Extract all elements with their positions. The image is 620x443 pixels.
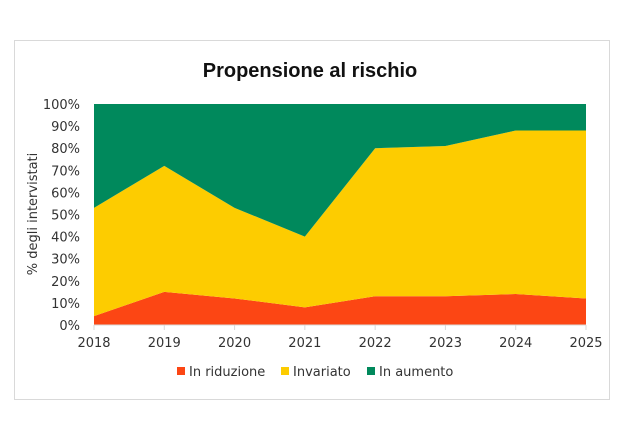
y-tick-label: 30% (51, 253, 80, 268)
x-tick-label: 2020 (218, 336, 251, 351)
legend-label: In riduzione (189, 365, 265, 380)
x-tick-label: 2024 (499, 336, 532, 351)
chart-frame (14, 40, 610, 400)
axes: 0% 10% 20% 30% 40% 50% 60% 70% 80% 90% 100% 2018 201… (26, 98, 603, 351)
plot-area (94, 104, 586, 325)
y-tick-label: 20% (51, 275, 80, 290)
x-tick-label: 2019 (148, 336, 181, 351)
legend-swatch (281, 367, 289, 375)
y-tick-label: 60% (51, 186, 80, 201)
area-in-riduzione (94, 291, 586, 325)
y-tick-label: 70% (51, 164, 80, 179)
legend-swatch (367, 367, 375, 375)
y-tick-label: 0% (59, 319, 80, 334)
y-tick-label: 40% (51, 231, 80, 246)
legend: In riduzione Invariato In aumento (177, 365, 453, 380)
legend-item-in-riduzione: In riduzione (177, 365, 265, 380)
y-tick-label: 50% (51, 209, 80, 224)
y-tick-label: 90% (51, 120, 80, 135)
area-invariato (94, 130, 586, 317)
x-tick-label: 2023 (429, 336, 462, 351)
legend-item-in-aumento: In aumento (367, 365, 453, 380)
x-tick-label: 2025 (569, 336, 602, 351)
x-tick-label: 2021 (288, 336, 321, 351)
legend-swatch (177, 367, 185, 375)
x-tick-label: 2022 (359, 336, 392, 351)
legend-item-invariato: Invariato (281, 365, 351, 380)
legend-label: Invariato (293, 365, 351, 380)
y-axis-label: % degli intervistati (26, 153, 41, 275)
y-tick-label: 10% (51, 297, 80, 312)
chart-title: Propensione al rischio (202, 60, 418, 82)
y-tick-label: 80% (51, 142, 80, 157)
area-in-aumento (94, 104, 586, 237)
y-tick-label: 100% (43, 98, 80, 113)
x-tick-label: 2018 (77, 336, 110, 351)
legend-label: In aumento (379, 365, 453, 380)
